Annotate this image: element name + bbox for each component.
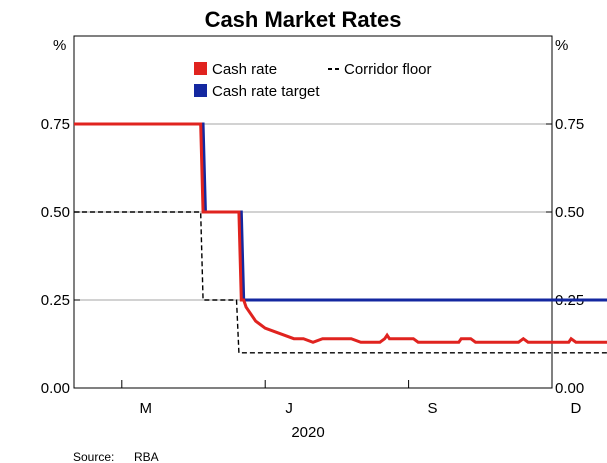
legend-label-corridor-floor: Corridor floor — [344, 61, 432, 78]
legend-label-cash-rate: Cash rate — [212, 61, 277, 78]
y-tick-label-left: 0.25 — [41, 292, 70, 309]
x-tick-label: J — [285, 400, 293, 417]
legend-swatch-cash-rate — [194, 62, 207, 75]
source-label: Source: — [73, 450, 114, 463]
y-unit-left: % — [53, 37, 66, 54]
legend: Cash rate Cash rate target Corridor floo… — [194, 61, 432, 100]
y-unit-right: % — [555, 37, 568, 54]
y-tick-label-left: 0.50 — [41, 204, 70, 221]
y-tick-label-right: 0.75 — [555, 116, 584, 133]
y-tick-label-left: 0.75 — [41, 116, 70, 133]
x-tick-label: S — [427, 400, 437, 417]
grid-layer — [74, 123, 552, 301]
chart-title: Cash Market Rates — [205, 7, 402, 32]
y-tick-label-right: 0.00 — [555, 380, 584, 397]
source-value: RBA — [134, 450, 159, 463]
y-tick-layer: 0.00 0.000.25 0.250.50 0.500.75 0.75 — [41, 116, 584, 397]
year-label: 2020 — [291, 424, 324, 441]
x-tick-label: D — [570, 400, 581, 417]
legend-label-cash-rate-target: Cash rate target — [212, 83, 320, 100]
y-tick-label-right: 0.50 — [555, 204, 584, 221]
x-tick-label: M — [139, 400, 152, 417]
series-line-corridor-floor — [74, 211, 607, 354]
y-tick-label-left: 0.00 — [41, 380, 70, 397]
series-line-cash-rate — [74, 122, 607, 344]
legend-swatch-cash-rate-target — [194, 84, 207, 97]
series-layer — [74, 122, 607, 354]
